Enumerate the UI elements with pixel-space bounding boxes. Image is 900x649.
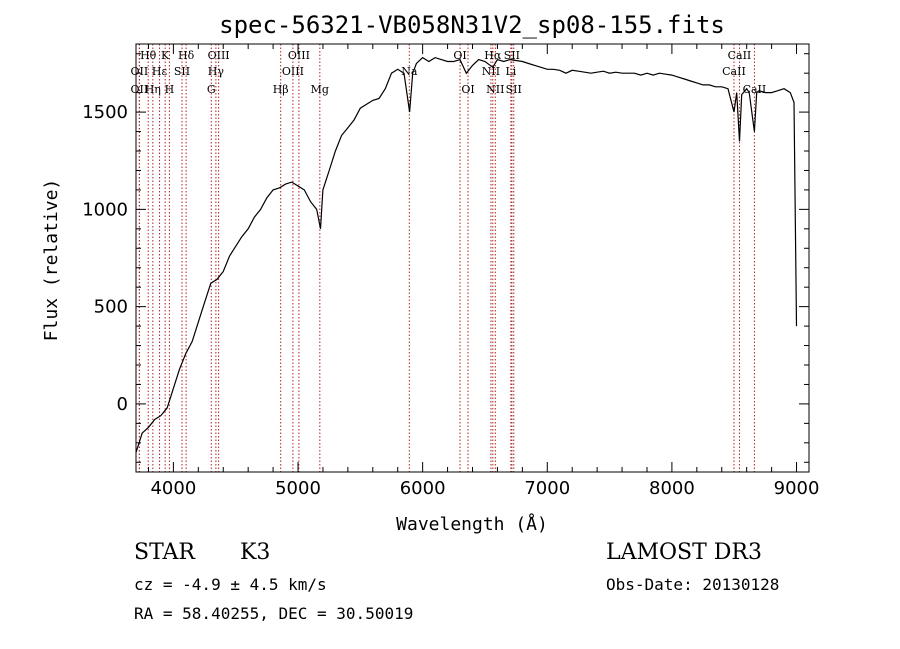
coordinates: RA = 58.40255, DEC = 30.50019 (134, 604, 414, 623)
subclass: K3 (240, 540, 271, 565)
y-tick-label-1: 500 (94, 297, 128, 318)
x-tick-label-5: 9000 (774, 478, 820, 499)
line-label-15: Mg (311, 83, 329, 96)
spectrum-line (135, 56, 798, 453)
x-axis-label: Wavelength (Å) (396, 513, 548, 535)
line-label-0: Hθ (140, 49, 157, 62)
line-label-18: OI (461, 83, 474, 96)
survey-name: LAMOST DR3 (606, 540, 762, 565)
line-label-5: K (161, 49, 170, 62)
line-label-12: Hβ (273, 83, 289, 96)
line-label-14: OIII (282, 65, 304, 78)
line-label-16: Na (401, 65, 418, 78)
obs-date: Obs-Date: 20130128 (606, 575, 780, 594)
object-class: STAR (134, 540, 195, 565)
line-label-22: SII (504, 49, 520, 62)
line-label-26: CaII (722, 65, 746, 78)
line-label-20: NII (482, 65, 500, 78)
line-label-21: NII (486, 83, 504, 96)
line-label-9: OIII (208, 49, 230, 62)
chart-title: spec-56321-VB058N31V2_sp08-155.fits (219, 11, 725, 39)
line-label-11: G (207, 83, 216, 96)
x-tick-label-1: 5000 (275, 478, 321, 499)
x-tick-label-2: 6000 (400, 478, 446, 499)
line-label-6: SII (174, 65, 190, 78)
line-label-2: OII (131, 83, 149, 96)
line-label-23: Li (505, 65, 516, 78)
y-tick-label-0: 0 (117, 394, 128, 415)
spectrum-trace (135, 56, 798, 453)
line-label-13: OIII (288, 49, 310, 62)
y-tick-label-2: 1000 (82, 199, 128, 220)
line-label-3: Hε (152, 65, 168, 78)
line-label-10: Hγ (208, 65, 225, 78)
y-axis-label: Flux (relative) (41, 179, 62, 342)
redshift-readout: cz = -4.9 ± 4.5 km/s (134, 575, 327, 594)
line-label-24: SII (506, 83, 522, 96)
line-label-7: H (165, 83, 175, 96)
line-label-4: Hη (145, 83, 161, 96)
line-label-8: Hδ (178, 49, 195, 62)
x-tick-label-0: 4000 (150, 478, 196, 499)
line-label-25: CaII (728, 49, 752, 62)
line-markers (138, 44, 755, 472)
line-label-19: Hα (484, 49, 502, 62)
line-label-1: OII (131, 65, 149, 78)
y-tick-label-3: 1500 (82, 102, 128, 123)
x-tick-label-3: 7000 (524, 478, 570, 499)
line-label-27: CaII (743, 83, 767, 96)
x-tick-label-4: 8000 (649, 478, 695, 499)
axes: 4000 5000 6000 7000 8000 9000 0 500 1000 1500 (82, 44, 819, 499)
plot-frame (135, 43, 810, 473)
line-label-17: OI (453, 49, 466, 62)
